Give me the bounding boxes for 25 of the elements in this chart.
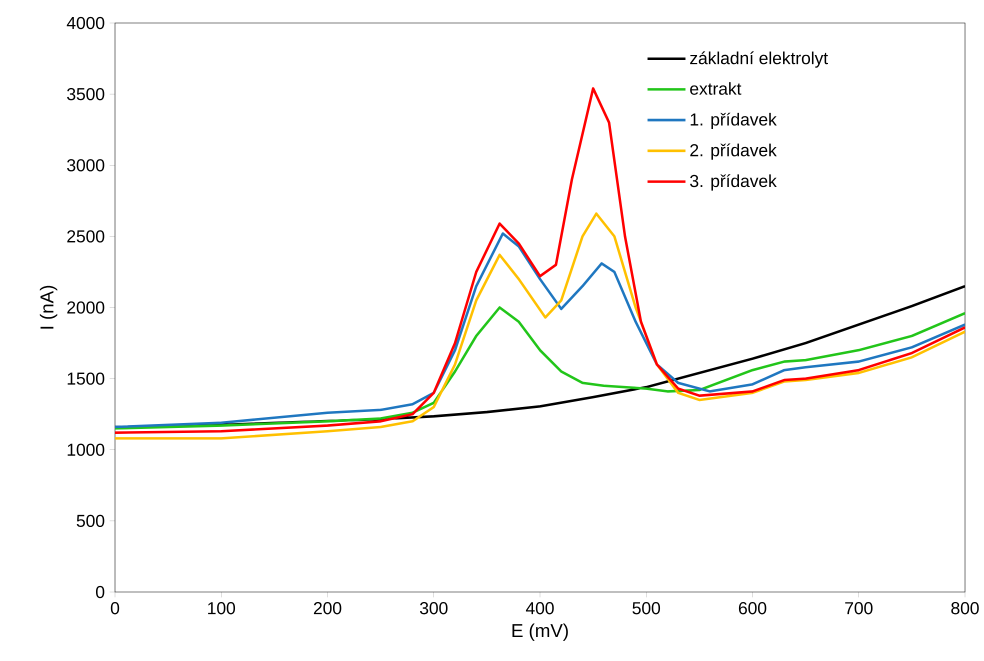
y-tick-label: 4000 — [66, 16, 104, 30]
x-tick-label: 800 — [951, 602, 979, 614]
y-tick-label: 2500 — [67, 230, 104, 243]
y-tick-label: 2000 — [67, 301, 104, 314]
legend-label: základní elektrolyt — [690, 51, 828, 68]
x-tick-label: 200 — [314, 602, 342, 614]
y-tick-label: 500 — [76, 514, 104, 528]
x-tick-label: 700 — [845, 602, 873, 614]
legend-label: 2. přídavek — [690, 143, 777, 160]
x-tick-label: 600 — [738, 602, 766, 614]
y-tick-label: 1500 — [68, 372, 104, 385]
y-tick-label: 3500 — [67, 88, 104, 100]
x-tick-label: 300 — [420, 602, 448, 614]
legend-label: 1. přídavek — [690, 112, 777, 130]
y-tick-label: 3000 — [67, 159, 104, 172]
x-tick-label: 500 — [632, 602, 660, 614]
x-tick-label: 100 — [208, 602, 236, 614]
y-tick-label: 0 — [96, 586, 104, 598]
x-axis-title: E (mV) — [512, 623, 568, 641]
y-tick-label: 1000 — [68, 444, 104, 456]
y-axis-title: I (nA) — [40, 286, 58, 329]
legend-label: extrakt — [690, 82, 742, 95]
x-tick-label: 400 — [526, 602, 554, 614]
x-tick-label: 0 — [110, 602, 120, 614]
legend-label: 3. přídavek — [690, 174, 777, 191]
